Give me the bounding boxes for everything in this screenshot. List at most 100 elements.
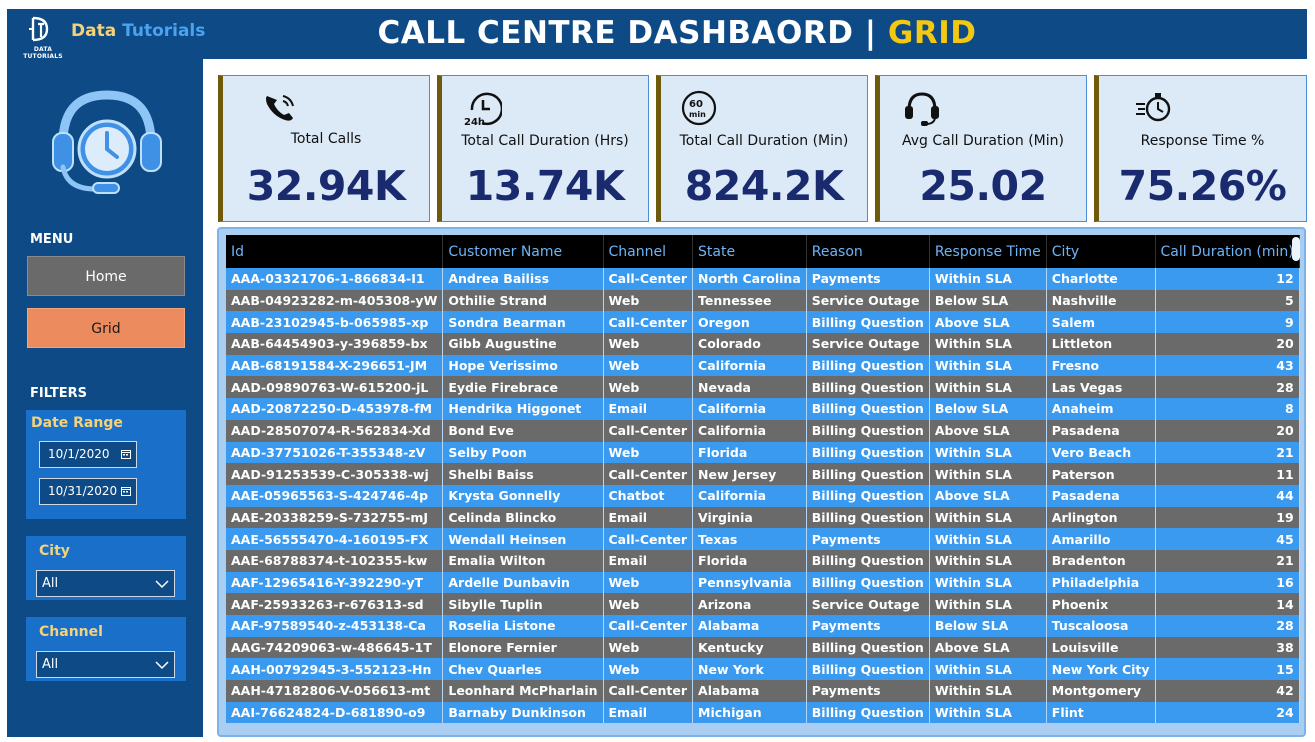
cell-call-duration: 20 xyxy=(1155,419,1300,442)
cell-call-duration: 5 xyxy=(1155,289,1300,312)
kpi-label: Total Call Duration (Hrs) xyxy=(461,133,629,149)
cell-call-duration: 21 xyxy=(1155,441,1300,464)
column-header-response-time[interactable]: Response Time xyxy=(929,235,1047,268)
cell-channel: Call-Center xyxy=(603,615,694,637)
cell-channel: Web xyxy=(603,441,694,464)
table-row[interactable]: AAF-25933263-r-676313-sd Sibylle Tuplin We… xyxy=(226,593,1300,615)
table-row[interactable]: AAG-74209063-w-486645-1T Elonore Fernier W… xyxy=(226,636,1300,659)
end-date-input[interactable]: 10/31/2020 xyxy=(39,478,137,505)
cell-state: Kentucky xyxy=(692,636,807,659)
cell-reason: Payments xyxy=(806,615,930,637)
cell-channel: Email xyxy=(603,506,694,529)
cell-id: AAB-64454903-y-396859-bx xyxy=(226,333,444,355)
city-select[interactable]: All xyxy=(36,570,175,597)
calendar-icon[interactable] xyxy=(121,449,131,459)
table-row[interactable]: AAB-23102945-b-065985-xp Sondra Bearman Ca… xyxy=(226,311,1300,334)
table-row[interactable]: AAD-09890763-W-615200-jL Eydie Firebrace W… xyxy=(226,376,1300,399)
svg-text:24h: 24h xyxy=(464,117,485,126)
table-row[interactable]: AAB-68191584-X-296651-JM Hope Verissimo We… xyxy=(226,354,1300,377)
cell-call-duration: 38 xyxy=(1155,636,1300,659)
cell-call-duration: 44 xyxy=(1155,484,1300,507)
cell-state: Arizona xyxy=(692,593,807,615)
cell-channel: Call-Center xyxy=(603,419,694,442)
cell-response-time: Within SLA xyxy=(929,354,1047,377)
kpi-value: 75.26% xyxy=(1118,162,1287,210)
table-row[interactable]: AAE-68788374-t-102355-kw Emalia Wilton Ema… xyxy=(226,549,1300,572)
page-title: CALL CENTRE DASHBAORD | GRID xyxy=(7,15,1307,51)
cell-state: Virginia xyxy=(692,506,807,529)
column-header-id[interactable]: Id xyxy=(226,235,444,268)
home-button[interactable]: Home xyxy=(27,256,185,296)
cell-state: Alabama xyxy=(692,680,807,702)
cell-state: California xyxy=(692,354,807,377)
cell-id: AAI-76624824-D-681890-o9 xyxy=(226,701,444,724)
cell-channel: Web xyxy=(603,333,694,355)
kpi-label: Total Calls xyxy=(290,131,362,147)
column-header-call-duration[interactable]: Call Duration (min) xyxy=(1155,235,1300,268)
call-records-table: Id Customer Name Channel State Reason Re… xyxy=(217,227,1306,737)
table-row[interactable]: AAB-64454903-y-396859-bx Gibb Augustine We… xyxy=(226,333,1300,355)
vertical-scrollbar[interactable] xyxy=(1292,237,1300,727)
cell-call-duration: 43 xyxy=(1155,354,1300,377)
cell-city: Vero Beach xyxy=(1046,441,1156,464)
cell-reason: Service Outage xyxy=(806,333,930,355)
brand-word-2: Tutorials xyxy=(122,21,206,41)
cell-call-duration: 21 xyxy=(1155,549,1300,572)
cell-customer-name: Roselia Listone xyxy=(442,615,604,637)
table-row[interactable]: AAF-12965416-Y-392290-yT Ardelle Dunbavin… xyxy=(226,571,1300,594)
channel-select[interactable]: All xyxy=(36,651,175,678)
cell-customer-name: Hope Verissimo xyxy=(442,354,604,377)
table-row[interactable]: AAH-47182806-V-056613-mt Leonhard McPharl… xyxy=(226,680,1300,702)
cell-call-duration: 28 xyxy=(1155,615,1300,637)
column-header-reason[interactable]: Reason xyxy=(806,235,930,268)
table-row[interactable]: AAE-56555470-4-160195-FX Wendall Heinsen C… xyxy=(226,528,1300,550)
cell-response-time: Within SLA xyxy=(929,680,1047,702)
cell-response-time: Above SLA xyxy=(929,311,1047,334)
table-row[interactable]: AAB-04923282-m-405308-yW Othilie Strand We… xyxy=(226,289,1300,312)
title-accent: GRID xyxy=(887,15,977,51)
table-row[interactable]: AAF-97589540-z-453138-Ca Roselia Listone C… xyxy=(226,615,1300,637)
cell-customer-name: Sondra Bearman xyxy=(442,311,604,334)
cell-id: AAB-23102945-b-065985-xp xyxy=(226,311,444,334)
cell-call-duration: 11 xyxy=(1155,463,1300,485)
cell-id: AAB-68191584-X-296651-JM xyxy=(226,354,444,377)
table-row[interactable]: AAE-20338259-S-732755-mJ Celinda Blincko E… xyxy=(226,506,1300,529)
column-header-city[interactable]: City xyxy=(1046,235,1156,268)
column-header-channel[interactable]: Channel xyxy=(603,235,694,268)
start-date-input[interactable]: 10/1/2020 xyxy=(39,441,137,468)
cell-id: AAH-00792945-3-552123-Hn xyxy=(226,658,444,681)
cell-channel: Chatbot xyxy=(603,484,694,507)
table-row[interactable]: AAD-28507074-R-562834-Xd Bond Eve Call-Cen… xyxy=(226,419,1300,442)
scrollbar-thumb[interactable] xyxy=(1292,237,1300,261)
data-table: Id Customer Name Channel State Reason Re… xyxy=(226,235,1300,724)
cell-customer-name: Andrea Bailiss xyxy=(442,268,604,290)
cell-id: AAD-28507074-R-562834-Xd xyxy=(226,419,444,442)
cell-id: AAA-03321706-1-866834-I1 xyxy=(226,268,444,290)
table-row[interactable]: AAD-20872250-D-453978-fM Hendrika Higgone… xyxy=(226,398,1300,420)
column-header-state[interactable]: State xyxy=(692,235,807,268)
table-row[interactable]: AAD-91253539-C-305338-wj Shelbi Baiss Call… xyxy=(226,463,1300,485)
table-row[interactable]: AAA-03321706-1-866834-I1 Andrea Bailiss Ca… xyxy=(226,268,1300,290)
cell-city: Arlington xyxy=(1046,506,1156,529)
column-header-customer-name[interactable]: Customer Name xyxy=(442,235,604,268)
cell-channel: Call-Center xyxy=(603,528,694,550)
cell-state: Oregon xyxy=(692,311,807,334)
table-row[interactable]: AAH-00792945-3-552123-Hn Chev Quarles Web N… xyxy=(226,658,1300,681)
cell-channel: Email xyxy=(603,701,694,724)
grid-button[interactable]: Grid xyxy=(27,308,185,348)
cell-state: California xyxy=(692,398,807,420)
cell-customer-name: Eydie Firebrace xyxy=(442,376,604,399)
cell-call-duration: 28 xyxy=(1155,376,1300,399)
table-row[interactable]: AAE-05965563-S-424746-4p Krysta Gonnelly C… xyxy=(226,484,1300,507)
calendar-icon[interactable] xyxy=(121,486,131,496)
24h-clock-icon: 24h xyxy=(464,92,502,126)
cell-city: Fresno xyxy=(1046,354,1156,377)
table-row[interactable]: AAI-76624824-D-681890-o9 Barnaby Dunkinso… xyxy=(226,701,1300,724)
end-date-value: 10/31/2020 xyxy=(48,484,118,498)
cell-customer-name: Chev Quarles xyxy=(442,658,604,681)
cell-reason: Billing Question xyxy=(806,658,930,681)
cell-response-time: Within SLA xyxy=(929,506,1047,529)
cell-city: New York City xyxy=(1046,658,1156,681)
cell-state: New Jersey xyxy=(692,463,807,485)
table-row[interactable]: AAD-37751026-T-355348-zV Selby Poon Web Flo… xyxy=(226,441,1300,464)
